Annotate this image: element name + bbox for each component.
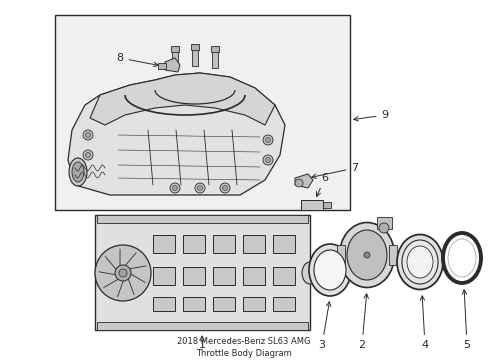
Bar [171,46,179,52]
Circle shape [363,252,369,258]
Circle shape [170,183,180,193]
Bar [336,245,345,265]
Text: 4: 4 [419,296,427,350]
Polygon shape [294,174,312,188]
Text: 1: 1 [198,336,205,350]
Bar [153,267,175,285]
Polygon shape [68,73,285,195]
Bar [183,235,204,253]
Bar [210,46,219,52]
Bar [95,215,309,330]
Text: 2: 2 [358,294,367,350]
Bar [212,50,218,68]
Ellipse shape [339,222,394,288]
Bar [323,202,330,208]
Text: 3: 3 [318,302,330,350]
Circle shape [263,155,272,165]
Bar [376,217,391,229]
Bar [183,297,204,311]
Circle shape [119,269,127,277]
Circle shape [85,153,90,158]
Circle shape [197,185,202,190]
Ellipse shape [308,244,350,296]
Bar [272,297,294,311]
Bar [153,297,175,311]
Bar [272,235,294,253]
Ellipse shape [302,262,317,284]
Circle shape [85,132,90,138]
Bar [301,200,323,210]
Text: 2018 Mercedes-Benz SL63 AMG
Throttle Body Diagram: 2018 Mercedes-Benz SL63 AMG Throttle Bod… [177,337,310,358]
Bar [97,322,307,330]
Circle shape [83,150,93,160]
Text: 7: 7 [311,163,358,179]
Circle shape [294,179,303,187]
Ellipse shape [396,234,442,289]
Bar [191,44,199,50]
Bar [172,50,178,68]
Circle shape [115,265,131,281]
Ellipse shape [313,250,346,290]
Circle shape [95,245,151,301]
Ellipse shape [346,230,386,280]
Bar [158,63,165,69]
Circle shape [195,183,204,193]
Bar [97,215,307,223]
Bar [192,48,198,66]
Bar [213,235,235,253]
Bar [153,235,175,253]
Circle shape [265,158,270,162]
Ellipse shape [69,158,87,186]
Bar [272,267,294,285]
Circle shape [220,183,229,193]
Ellipse shape [72,162,84,182]
Polygon shape [90,73,274,125]
Bar [213,297,235,311]
Bar [388,245,396,265]
Text: 9: 9 [353,110,388,121]
Ellipse shape [401,240,437,284]
Bar [243,235,264,253]
Bar [55,15,349,210]
Bar [243,297,264,311]
Circle shape [265,138,270,143]
Circle shape [263,135,272,145]
Circle shape [172,185,177,190]
Circle shape [378,223,388,233]
Bar [243,267,264,285]
Text: 5: 5 [461,290,469,350]
Bar [213,267,235,285]
Circle shape [83,130,93,140]
Bar [183,267,204,285]
Text: 6: 6 [316,173,328,197]
Ellipse shape [406,246,432,278]
Polygon shape [164,58,180,72]
Text: 8: 8 [116,53,158,67]
Circle shape [222,185,227,190]
